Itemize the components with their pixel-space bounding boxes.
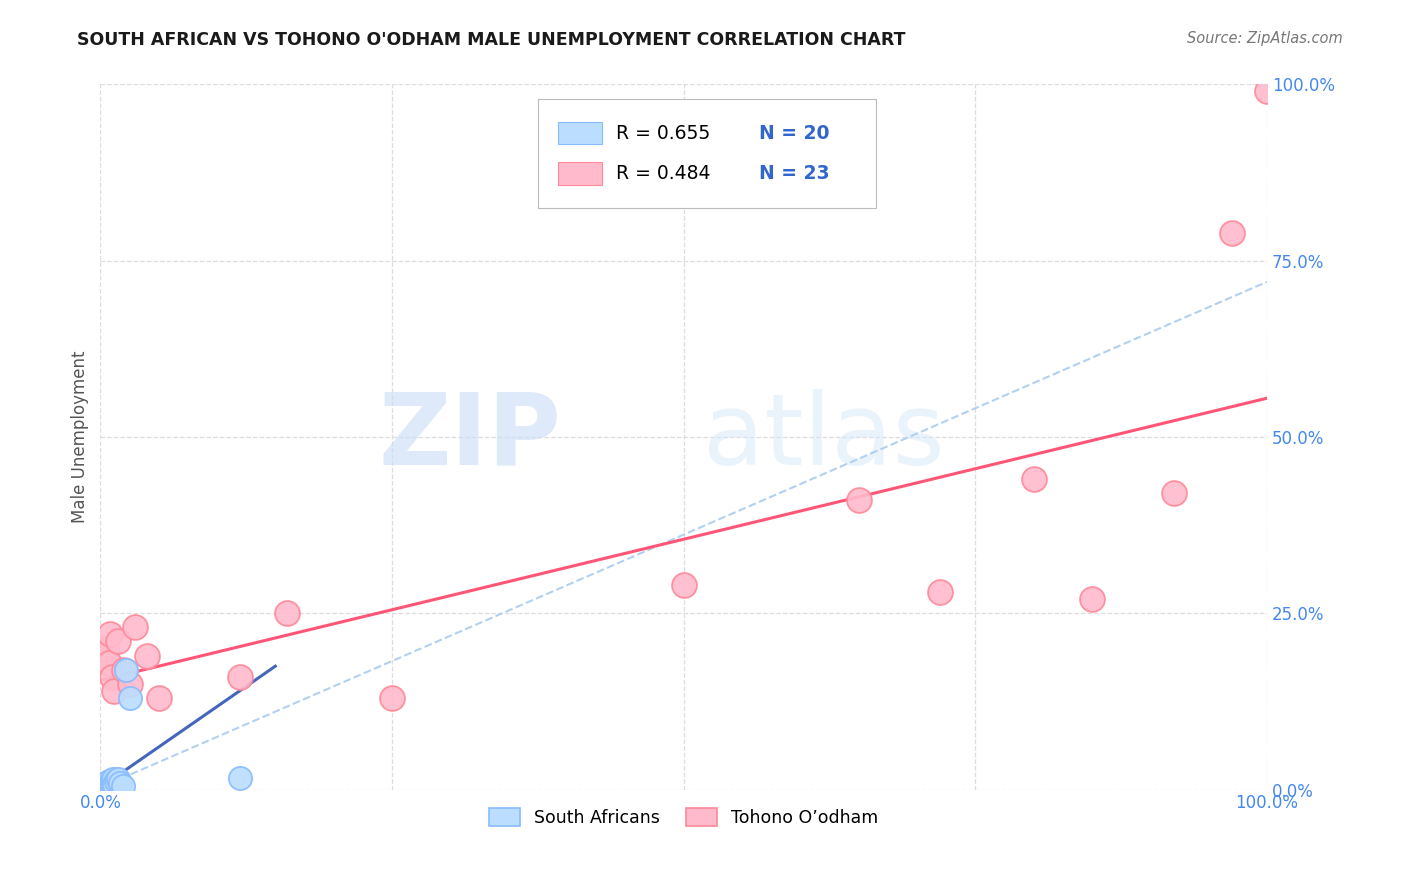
Point — [107, 772, 129, 786]
Point — [115, 663, 138, 677]
Point — [118, 677, 141, 691]
Point — [97, 779, 120, 793]
Point — [229, 670, 252, 684]
Text: Source: ZipAtlas.com: Source: ZipAtlas.com — [1187, 31, 1343, 46]
Point — [112, 663, 135, 677]
Point — [104, 774, 127, 789]
Point — [96, 780, 118, 794]
Text: R = 0.655: R = 0.655 — [616, 124, 710, 143]
Point — [848, 493, 870, 508]
Point — [101, 670, 124, 684]
Y-axis label: Male Unemployment: Male Unemployment — [72, 351, 89, 524]
Point — [98, 777, 121, 791]
Point — [111, 779, 134, 793]
Point — [91, 779, 114, 793]
Text: R = 0.484: R = 0.484 — [616, 164, 710, 183]
Point — [100, 778, 122, 792]
FancyBboxPatch shape — [558, 122, 602, 145]
Point — [107, 634, 129, 648]
Point — [672, 578, 695, 592]
Point — [97, 656, 120, 670]
Text: N = 23: N = 23 — [759, 164, 830, 183]
Point — [93, 777, 115, 791]
Text: SOUTH AFRICAN VS TOHONO O'ODHAM MALE UNEMPLOYMENT CORRELATION CHART: SOUTH AFRICAN VS TOHONO O'ODHAM MALE UNE… — [77, 31, 905, 49]
Point — [929, 585, 952, 599]
Point — [124, 620, 146, 634]
FancyBboxPatch shape — [558, 162, 602, 185]
Point — [96, 775, 118, 789]
Point — [118, 690, 141, 705]
Point — [136, 648, 159, 663]
Point — [96, 641, 118, 656]
Point — [148, 690, 170, 705]
Point — [94, 780, 117, 795]
Point — [103, 772, 125, 786]
Point — [108, 775, 131, 789]
Point — [93, 648, 115, 663]
Point — [101, 775, 124, 789]
Point — [276, 607, 298, 621]
Text: N = 20: N = 20 — [759, 124, 830, 143]
Point — [1220, 226, 1243, 240]
Point — [1081, 592, 1104, 607]
FancyBboxPatch shape — [538, 98, 876, 208]
Text: atlas: atlas — [703, 389, 945, 485]
Point — [381, 690, 404, 705]
Point — [1256, 85, 1278, 99]
Point — [98, 627, 121, 641]
Point — [229, 772, 252, 786]
Legend: South Africans, Tohono O’odham: South Africans, Tohono O’odham — [482, 801, 886, 834]
Point — [96, 778, 118, 792]
Point — [1022, 472, 1045, 486]
Point — [103, 683, 125, 698]
Text: ZIP: ZIP — [378, 389, 561, 485]
Point — [1163, 486, 1185, 500]
Point — [97, 774, 120, 789]
Point — [103, 777, 125, 791]
